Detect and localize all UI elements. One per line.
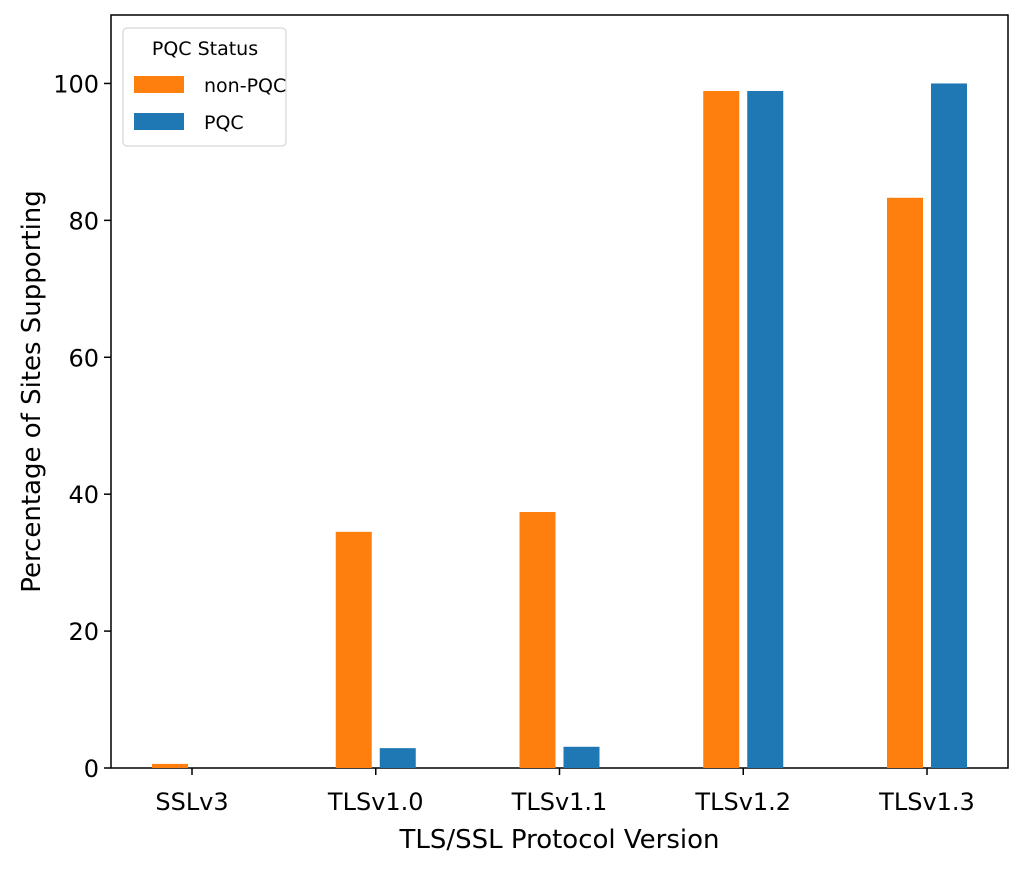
legend-swatch-pqc — [134, 113, 184, 130]
y-axis-label: Percentage of Sites Supporting — [17, 190, 47, 593]
x-tick-label: SSLv3 — [155, 788, 228, 816]
x-tick-label: TLSv1.2 — [694, 788, 791, 816]
legend-swatch-non-pqc — [134, 76, 184, 93]
bar-non-pqc-tlsv1-1 — [519, 511, 556, 768]
legend-label-non-pqc: non-PQC — [204, 75, 286, 97]
y-tick-label: 0 — [84, 755, 99, 783]
x-tick-label: TLSv1.3 — [878, 788, 975, 816]
bar-non-pqc-tlsv1-3 — [887, 197, 923, 769]
bar-pqc-tlsv1-3 — [931, 83, 967, 769]
legend-title: PQC Status — [152, 38, 258, 60]
bar-non-pqc-tlsv1-0 — [335, 531, 372, 768]
y-axis: 0 20 40 60 80 100 — [53, 70, 111, 783]
bar-pqc-tlsv1-1 — [563, 746, 600, 768]
bar-pqc-tlsv1-2 — [747, 90, 784, 768]
x-tick-label: TLSv1.1 — [511, 788, 608, 816]
legend-label-pqc: PQC — [204, 112, 244, 134]
x-axis-label: TLS/SSL Protocol Version — [398, 825, 719, 855]
x-tick-label: TLSv1.0 — [327, 788, 424, 816]
y-tick-label: 60 — [68, 344, 99, 372]
y-tick-label: 20 — [68, 618, 99, 646]
bars-layer — [152, 83, 967, 769]
bar-non-pqc-tlsv1-2 — [703, 90, 740, 768]
legend: PQC Status non-PQC PQC — [122, 27, 287, 147]
y-tick-label: 100 — [53, 70, 99, 98]
bar-non-pqc-sslv3 — [152, 763, 188, 768]
x-axis: SSLv3 TLSv1.0 TLSv1.1 TLSv1.2 TLSv1.3 — [155, 768, 975, 816]
y-tick-label: 80 — [68, 207, 99, 235]
bar-pqc-tlsv1-0 — [379, 748, 416, 768]
y-tick-label: 40 — [68, 481, 99, 509]
